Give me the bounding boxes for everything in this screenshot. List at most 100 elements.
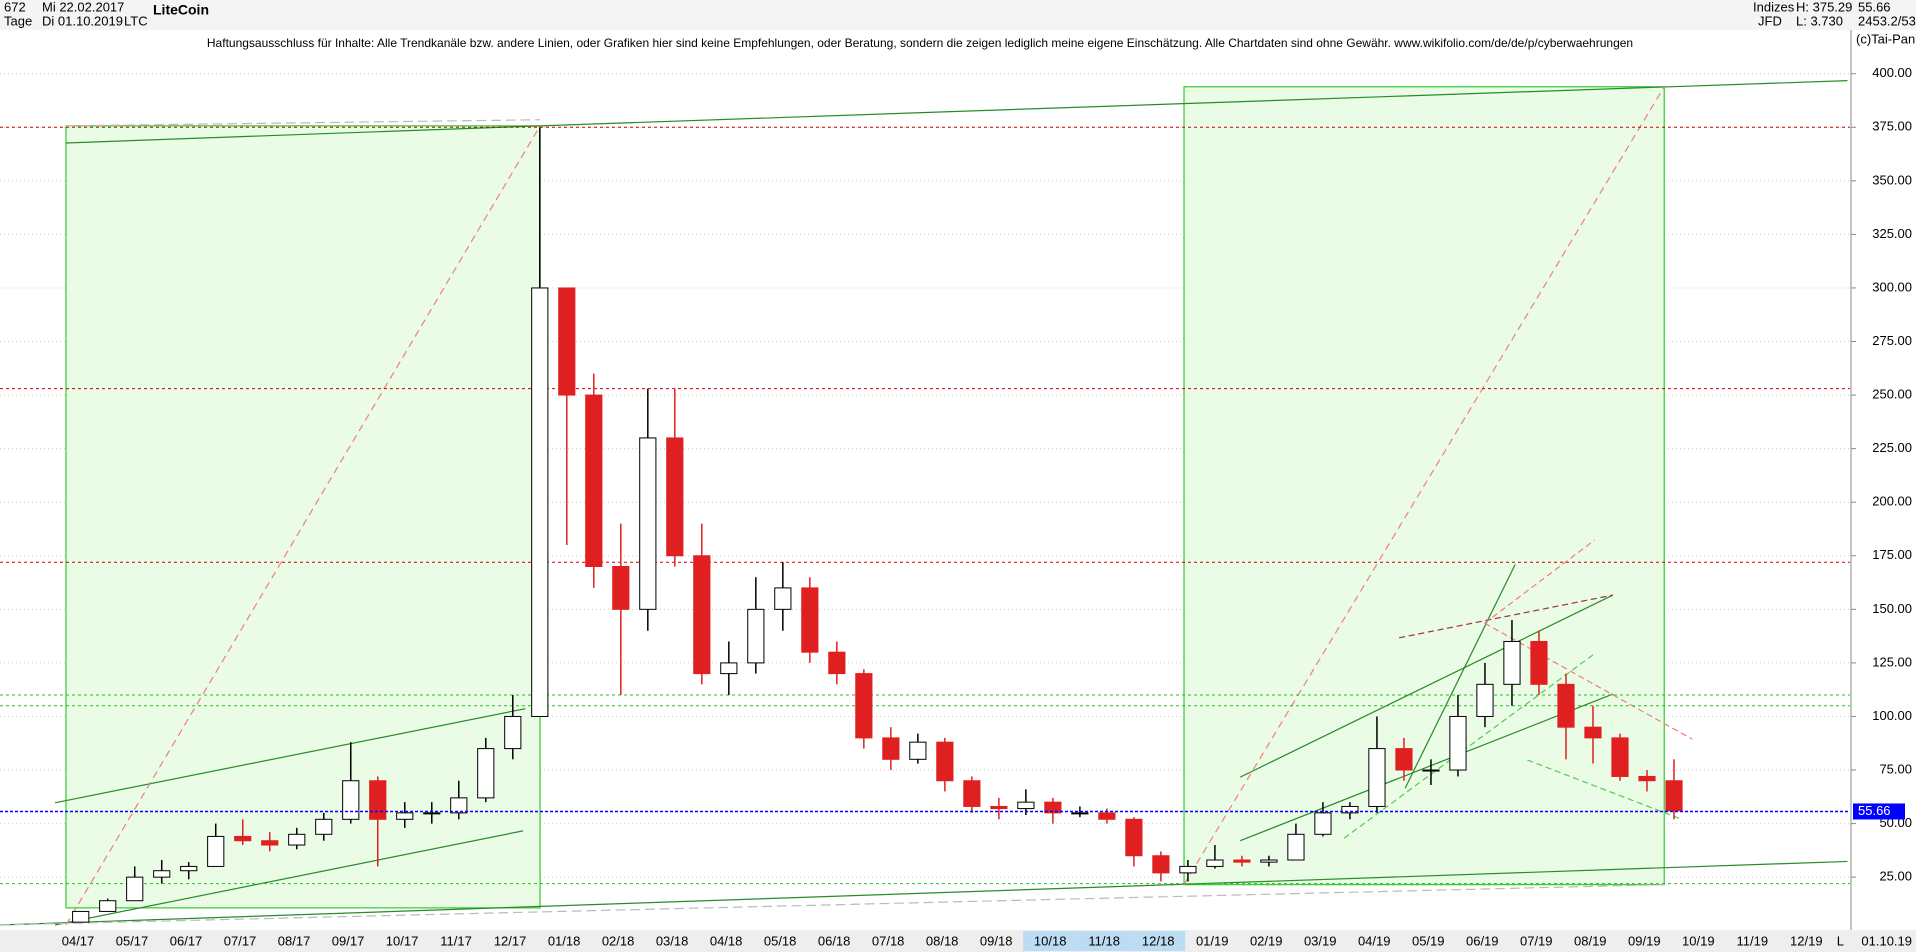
candle-body [342,780,360,820]
x-tick-label: 12/17 [494,933,527,948]
axis-highlight [1077,931,1132,951]
end-date-label: 01.10.19 [1861,933,1912,948]
candle-body [234,835,252,842]
diagonal [0,884,1665,926]
last-price-box [1853,803,1905,820]
candle-body [666,437,684,557]
x-tick-label: 08/19 [1574,933,1607,948]
x-tick-label: 04/17 [62,933,95,948]
bars-count[interactable]: 672 [4,0,26,14]
candle-body [693,555,711,675]
trend-line [54,830,524,926]
x-tick-label: 03/19 [1304,933,1337,948]
y-tick-label: 250.00 [1872,387,1912,402]
x-tick-label: 03/18 [656,933,689,948]
diagonal [1343,653,1595,839]
y-tick-label: 125.00 [1872,654,1912,669]
scale-label: L [1837,933,1844,948]
x-tick-label: 10/19 [1682,933,1715,948]
axis-highlight [1131,931,1186,951]
x-tick-label: 05/18 [764,933,797,948]
candle-body [639,437,657,610]
x-tick-label: 10/17 [386,933,419,948]
candle-body [504,715,522,750]
candle-body [612,565,630,610]
candle-body [531,287,549,717]
candle-body [1665,780,1683,812]
x-tick-label: 05/19 [1412,933,1445,948]
trend-line [65,125,541,144]
box [65,125,541,909]
candle-body [909,741,927,760]
x-tick-label: 02/18 [602,933,635,948]
x-tick-label: 07/17 [224,933,257,948]
candle-body [1611,737,1629,777]
candle-body [1395,748,1413,771]
x-tick-label: 05/17 [116,933,149,948]
drawings [0,80,1848,926]
y-tick-label: 375.00 [1872,119,1912,134]
candle-body [558,287,576,396]
trend-line [540,80,1848,127]
candle-body [1125,818,1143,857]
high: H: 375.29 [1796,0,1852,14]
y-tick-label: 25.00 [1879,869,1912,884]
last: 55.66 [1858,0,1891,14]
x-tick-label: 12/18 [1142,933,1175,948]
x-tick-label: 02/19 [1250,933,1283,948]
y-tick-label: 400.00 [1872,65,1912,80]
last-price-label: 55.66 [1858,803,1891,818]
trend-line [1404,564,1516,789]
candle-body [1098,812,1116,820]
candle-body [180,865,198,872]
start-date[interactable]: Mi 22.02.2017 [42,0,124,14]
period[interactable]: Tage [4,13,32,28]
x-tick-label: 08/17 [278,933,311,948]
diagonal [65,119,541,127]
candle-body [720,662,738,675]
y-tick-label: 175.00 [1872,547,1912,562]
x-tick-label: 01/18 [548,933,581,948]
candle-body [1476,683,1494,717]
candle-body [747,608,765,664]
x-tick-label: 11/18 [1088,933,1120,948]
y-tick-label: 300.00 [1872,279,1912,294]
x-tick-label: 09/19 [1628,933,1661,948]
x-tick-label: 06/17 [170,933,203,948]
time-axis-bar [0,930,1916,952]
x-tick-label: 07/19 [1520,933,1553,948]
candle-body [261,840,279,846]
candle-body [1152,855,1170,874]
candle-body [1341,805,1359,814]
candle-body [477,748,495,799]
candle-body [1584,726,1602,739]
candle-body [1503,640,1521,685]
category: Indizes [1753,0,1795,14]
x-tick-label: 06/19 [1466,933,1499,948]
axis-highlight [1023,931,1078,951]
y-tick-label: 325.00 [1872,226,1912,241]
y-tick-label: 75.00 [1879,761,1912,776]
candle-body [1206,859,1224,867]
x-tick-label: 08/18 [926,933,959,948]
trend-line [1239,594,1614,778]
trend-line [1240,693,1614,842]
candle-body [1638,775,1656,782]
end-date[interactable]: Di 01.10.2019 [42,13,123,28]
candle-body [1557,683,1575,728]
instrument-name: LiteCoin [153,2,209,18]
candle-body [801,587,819,653]
candle-body [396,812,414,820]
x-tick-label: 01/19 [1196,933,1229,948]
x-tick-label: 07/18 [872,933,905,948]
low: L: 3.730 [1796,13,1843,28]
x-tick-label: 12/19 [1790,933,1823,948]
candle-body [288,833,306,846]
candle-body [1530,640,1548,685]
x-tick-label: 04/19 [1358,933,1391,948]
diagonal [1527,759,1681,820]
candle-body [126,876,144,902]
x-tick-label: 11/17 [440,933,472,948]
header-bar [0,0,1916,30]
candle-body [1233,859,1251,863]
